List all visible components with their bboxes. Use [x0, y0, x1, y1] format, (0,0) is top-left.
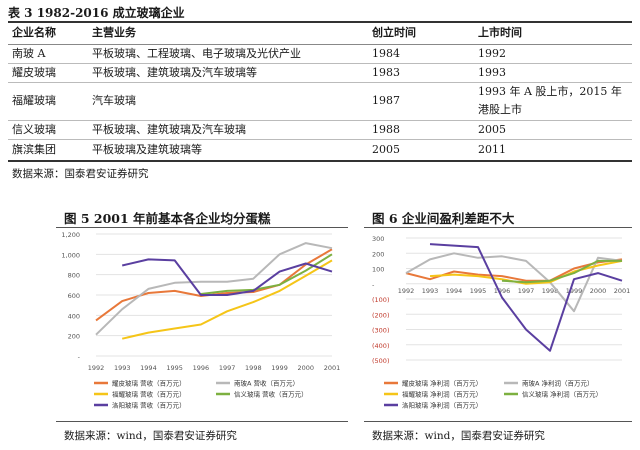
cell-business: 汽车玻璃 — [92, 94, 136, 107]
header-listed: 上市时间 — [478, 26, 522, 39]
x-tick-label: 1993 — [114, 364, 131, 372]
cell-listed: 2005 — [478, 123, 506, 136]
fig5-chart: 1,200 1,000 800 600 400 200 - 1992 1993 1994 1995… — [61, 231, 341, 410]
fig5-title: 图 5 2001 年前基本各企业均分蛋糕 — [64, 211, 271, 226]
series-line — [95, 248, 333, 322]
x-tick-label: 2001 — [614, 287, 631, 295]
y-tick-label: (100) — [372, 296, 389, 304]
series-line — [429, 243, 623, 352]
header-company: 企业名称 — [12, 26, 56, 39]
y-tick-label: 300 — [372, 235, 384, 243]
cell-listed: 2011 — [478, 143, 506, 156]
fig6-title: 图 6 企业间盈利差距不大 — [372, 211, 515, 226]
x-tick-label: 1995 — [470, 287, 487, 295]
x-tick-label: 1997 — [518, 287, 535, 295]
y-tick-label: 600 — [68, 292, 80, 300]
cell-listed: 1993 — [478, 66, 506, 79]
cell-founded: 1983 — [372, 66, 400, 79]
cell-founded: 1984 — [372, 47, 400, 60]
x-tick-label: 1996 — [494, 287, 511, 295]
cell-listed: 1992 — [478, 47, 506, 60]
y-tick-label: 200 — [68, 333, 80, 341]
row-rule — [8, 120, 632, 121]
y-tick-label: 400 — [68, 312, 80, 320]
legend-label: 福耀玻璃 净利润（百万元） — [402, 390, 482, 399]
x-tick-label: 1996 — [193, 364, 210, 372]
x-tick-label: 1999 — [271, 364, 288, 372]
y-tick-label: 800 — [68, 272, 80, 280]
cell-business: 平板玻璃及建筑玻璃等 — [92, 143, 202, 156]
x-tick-label: 1997 — [219, 364, 236, 372]
y-tick-label: - — [78, 353, 81, 361]
legend-label: 信义玻璃 净利润（百万元） — [522, 390, 602, 399]
y-tick-label: (300) — [372, 327, 389, 335]
cell-listed-line2: 港股上市 — [478, 103, 522, 116]
x-tick-label: 1994 — [140, 364, 157, 372]
fig6-source: 数据来源：wind，国泰君安证券研究 — [372, 430, 545, 442]
cell-company: 信义玻璃 — [12, 123, 56, 136]
row-rule — [8, 63, 632, 64]
cell-company: 旗滨集团 — [12, 143, 56, 156]
fig6-chart: 300 200 100 - (100) (200) (300) (400) (500) 1992… — [372, 235, 631, 410]
legend-label: 福耀玻璃 营收（百万元） — [112, 390, 186, 399]
x-tick-label: 1994 — [446, 287, 463, 295]
cell-business: 平板玻璃、建筑玻璃及汽车玻璃等 — [92, 66, 257, 79]
fig5-bottom-rule — [56, 421, 348, 422]
y-tick-label: - — [372, 281, 375, 289]
legend-label: 南玻A 净利润（百万元） — [522, 379, 594, 388]
legend-label: 洛阳玻璃 营收（百万元） — [112, 401, 186, 410]
cell-listed: 1993 年 A 股上市，2015 年 — [478, 85, 622, 98]
legend-label: 信义玻璃 营收（百万元） — [234, 390, 308, 399]
fig6-top-rule — [364, 227, 632, 228]
legend-label: 洛阳玻璃 净利润（百万元） — [402, 401, 482, 410]
x-tick-label: 1998 — [245, 364, 262, 372]
table-top-rule — [8, 21, 632, 23]
x-tick-label: 1999 — [566, 287, 583, 295]
y-tick-label: (200) — [372, 311, 389, 319]
series-line — [95, 242, 333, 336]
fig6-bottom-rule — [364, 421, 632, 422]
x-tick-label: 2001 — [324, 364, 341, 372]
cell-founded: 1987 — [372, 94, 400, 107]
y-tick-label: 100 — [372, 266, 384, 274]
row-rule — [8, 82, 632, 83]
row-rule — [8, 139, 632, 140]
cell-business: 平板玻璃、建筑玻璃及汽车玻璃 — [92, 123, 246, 136]
header-rule — [8, 44, 632, 45]
x-tick-label: 1998 — [542, 287, 559, 295]
table-source: 数据来源：国泰君安证券研究 — [12, 168, 149, 180]
x-tick-label: 1995 — [166, 364, 183, 372]
series-line — [501, 259, 622, 284]
cell-company: 南玻 A — [12, 47, 46, 60]
cell-company: 耀皮玻璃 — [12, 66, 56, 79]
x-tick-label: 2000 — [298, 364, 315, 372]
series-line — [429, 259, 623, 285]
y-tick-label: (400) — [372, 342, 389, 350]
y-tick-label: 1,200 — [61, 231, 80, 239]
cell-business: 平板玻璃、工程玻璃、电子玻璃及光伏产业 — [92, 47, 301, 60]
y-tick-label: (500) — [372, 357, 389, 365]
cell-founded: 1988 — [372, 123, 400, 136]
legend-label: 南玻A 营收（百万元） — [234, 379, 299, 388]
x-tick-label: 1992 — [88, 364, 105, 372]
fig5-top-rule — [56, 227, 348, 228]
series-line — [405, 252, 623, 313]
header-business: 主营业务 — [92, 26, 136, 39]
header-founded: 创立时间 — [372, 26, 416, 39]
series-line — [200, 253, 333, 295]
series-line — [121, 259, 333, 340]
table-title: 表 3 1982-2016 成立玻璃企业 — [8, 6, 185, 20]
cell-company: 福耀玻璃 — [12, 94, 56, 107]
legend-label: 耀皮玻璃 营收（百万元） — [112, 379, 186, 388]
fig5-source: 数据来源：wind，国泰君安证券研究 — [64, 430, 237, 442]
series-line — [121, 258, 333, 296]
y-tick-label: 200 — [372, 250, 384, 258]
x-tick-label: 1992 — [398, 287, 415, 295]
y-tick-label: 1,000 — [61, 251, 80, 259]
table-bottom-rule — [8, 160, 632, 162]
x-tick-label: 1993 — [422, 287, 439, 295]
legend-label: 耀皮玻璃 净利润（百万元） — [402, 379, 482, 388]
x-tick-label: 2000 — [590, 287, 607, 295]
cell-founded: 2005 — [372, 143, 400, 156]
